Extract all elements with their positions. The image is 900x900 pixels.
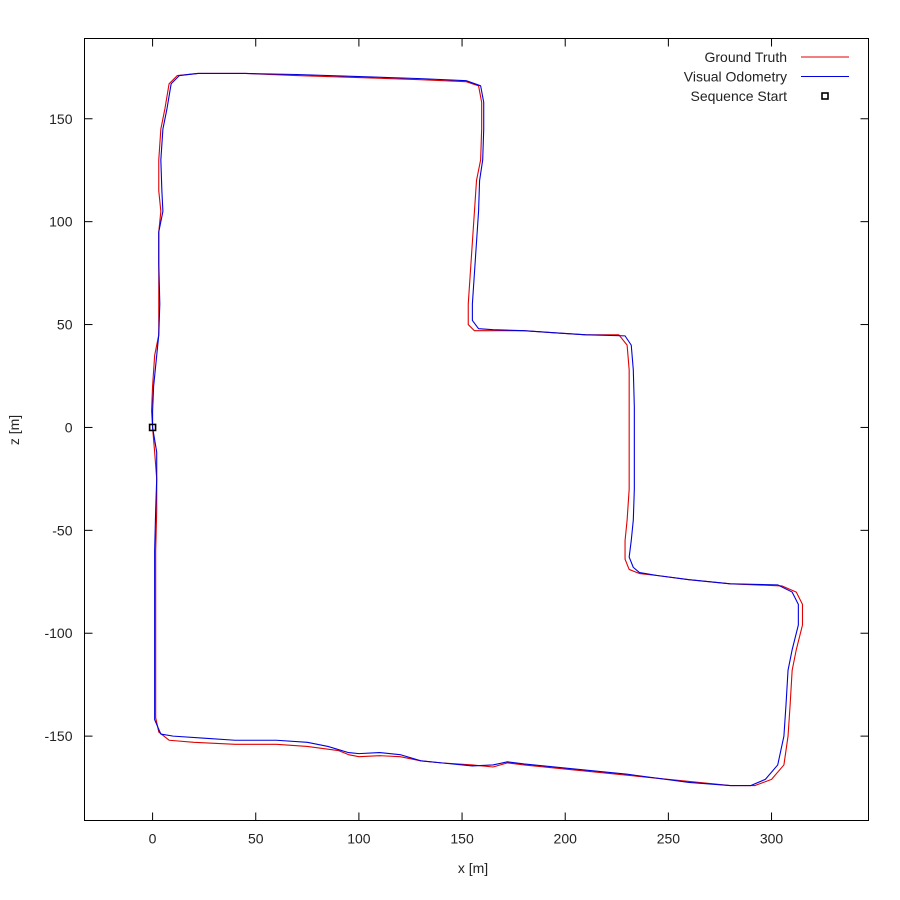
legend-label: Visual Odometry <box>684 69 787 85</box>
series-line-visual-odometry <box>152 72 799 787</box>
y-tick-label: -150 <box>44 728 72 744</box>
y-tick-label: 0 <box>65 419 73 435</box>
x-tick-label: 50 <box>248 831 264 847</box>
x-tick-label: 150 <box>450 831 474 847</box>
y-tick-label: 50 <box>57 317 73 333</box>
legend: Ground Truth Visual Odometry Sequence Star… <box>684 49 849 104</box>
y-tick-label: -100 <box>44 625 72 641</box>
axis-ticks: 0 50 100 150 200 250 300 -150 -100 -50 0 50 100 150 <box>44 38 869 847</box>
y-tick-label: 100 <box>49 214 73 230</box>
y-tick-label: 150 <box>49 111 73 127</box>
legend-swatch-marker <box>821 92 829 100</box>
x-axis-label: x [m] <box>458 860 488 876</box>
x-tick-label: 100 <box>347 831 371 847</box>
y-axis-label: z [m] <box>6 415 22 445</box>
y-tick-label: -50 <box>52 522 72 538</box>
legend-label: Ground Truth <box>705 49 788 65</box>
sequence-start-marker <box>148 423 157 432</box>
x-tick-label: 0 <box>149 831 157 847</box>
x-tick-label: 250 <box>657 831 681 847</box>
trajectory-series <box>151 72 804 787</box>
x-tick-label: 300 <box>760 831 784 847</box>
legend-label: Sequence Start <box>690 88 787 104</box>
x-tick-label: 200 <box>554 831 578 847</box>
start-markers <box>148 423 157 432</box>
plot-frame <box>84 38 869 821</box>
